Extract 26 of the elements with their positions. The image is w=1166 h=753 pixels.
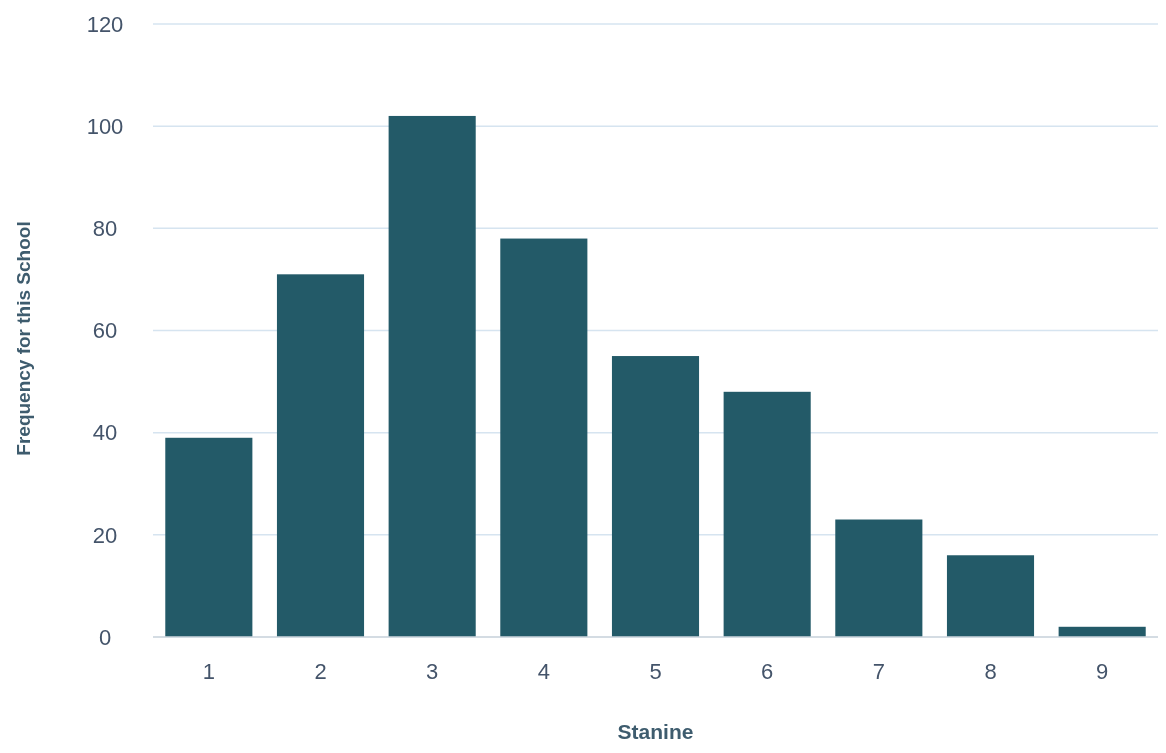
bar xyxy=(165,437,253,637)
x-tick-label: 9 xyxy=(1096,659,1109,684)
bar xyxy=(723,391,811,637)
bar xyxy=(835,519,923,637)
y-tick-label: 60 xyxy=(92,318,118,344)
x-tick-label: 5 xyxy=(649,659,662,684)
bar xyxy=(276,274,365,637)
y-tick-label: 20 xyxy=(92,522,118,548)
y-tick-label: 80 xyxy=(92,216,118,242)
x-tick-label: 4 xyxy=(537,659,550,684)
x-tick-label: 8 xyxy=(984,659,997,684)
x-tick-label: 2 xyxy=(314,659,327,684)
y-tick-label: 0 xyxy=(98,624,112,650)
x-axis-title: Stanine xyxy=(617,720,694,743)
y-tick-label: 40 xyxy=(92,420,118,446)
bar xyxy=(611,356,700,637)
y-axis-title: Frequency for this School xyxy=(13,221,34,456)
x-tick-label: 7 xyxy=(872,659,885,684)
bar xyxy=(500,238,588,637)
x-tick-label: 1 xyxy=(202,659,215,684)
x-tick-label: 6 xyxy=(761,659,774,684)
x-tick-label: 3 xyxy=(426,659,439,684)
bar xyxy=(388,115,476,637)
y-tick-label: 120 xyxy=(86,11,124,37)
bar xyxy=(946,555,1035,637)
y-tick-label: 100 xyxy=(86,113,124,139)
